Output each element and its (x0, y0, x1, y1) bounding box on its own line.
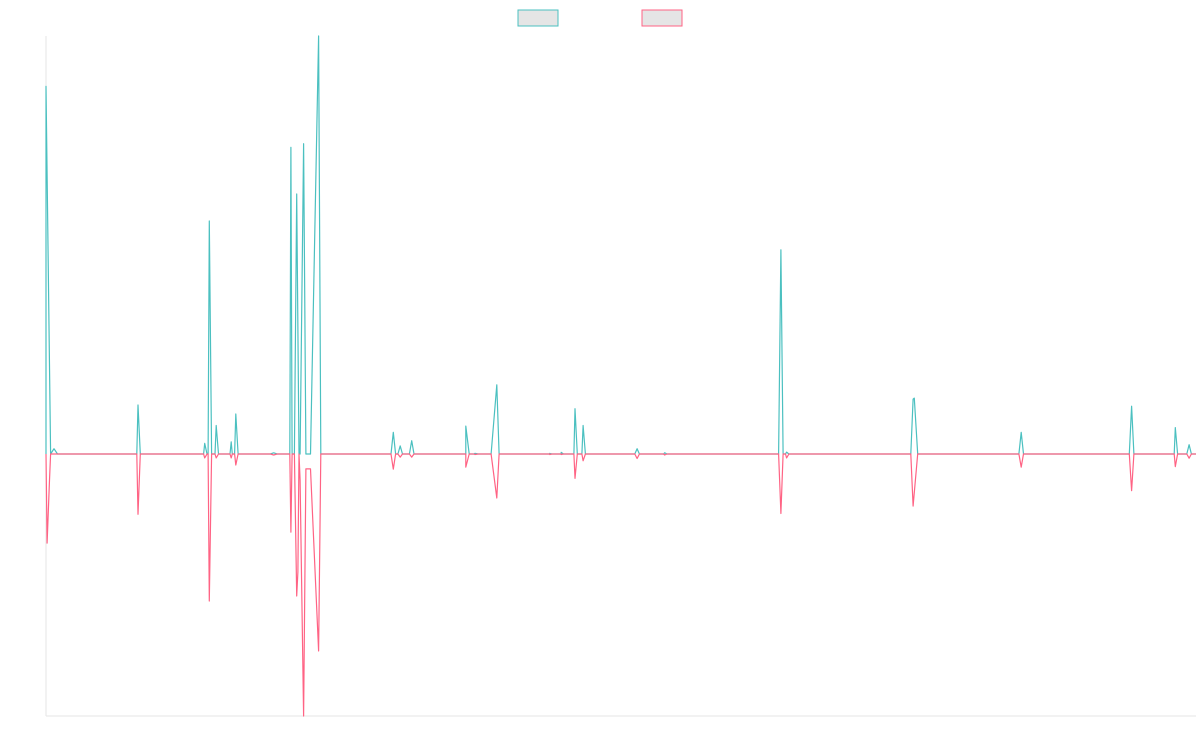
series-line-1 (45, 35, 1196, 455)
series-line-2 (45, 453, 1196, 717)
axes (45, 36, 1196, 717)
legend (517, 9, 683, 27)
legend-swatch-2[interactable] (641, 9, 683, 27)
series-group (45, 35, 1196, 717)
legend-swatch-1[interactable] (517, 9, 559, 27)
